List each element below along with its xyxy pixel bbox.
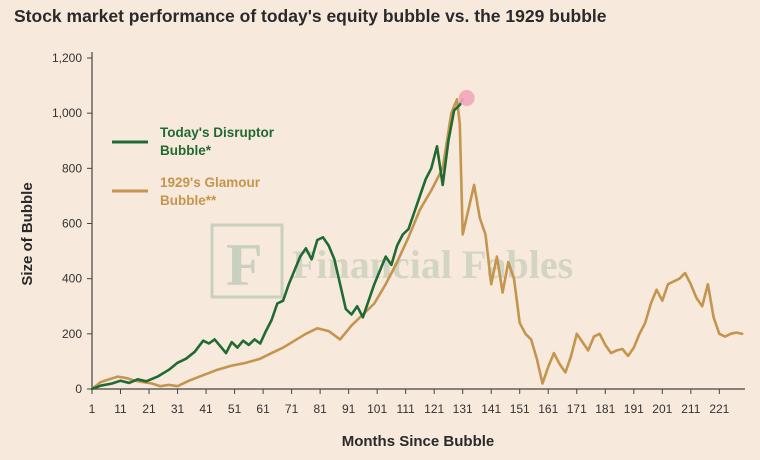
- watermark-logo: [210, 223, 284, 299]
- legend: Today's Disruptor Bubble* 1929's Glamour…: [112, 125, 275, 208]
- x-tick-label: 71: [285, 402, 299, 416]
- x-tick-label: 191: [624, 402, 644, 416]
- series-line-glamour: [90, 98, 744, 391]
- y-tick-label: 600: [62, 217, 82, 231]
- y-tick-label: 1,000: [52, 106, 82, 120]
- x-tick-label: 101: [367, 402, 387, 416]
- x-tick-label: 121: [424, 402, 444, 416]
- x-tick-label: 11: [114, 402, 127, 416]
- x-tick-label: 221: [709, 402, 729, 416]
- x-tick-label: 51: [228, 402, 242, 416]
- x-tick-label: 31: [171, 402, 185, 416]
- legend-label-disruptor-line2: Bubble*: [160, 143, 212, 158]
- x-tick-label: 161: [538, 402, 558, 416]
- series-line-disruptor: [90, 98, 465, 391]
- x-tick-label: 181: [595, 402, 615, 416]
- y-tick-label: 1,200: [52, 51, 82, 65]
- y-axis-label: Size of Bubble: [19, 182, 36, 285]
- legend-label-glamour-line1: 1929's Glamour: [160, 175, 261, 190]
- x-tick-label: 151: [510, 402, 530, 416]
- y-tick-label: 800: [62, 161, 82, 175]
- x-tick-label: 201: [652, 402, 672, 416]
- x-tick-label: 61: [256, 402, 270, 416]
- chart-title: Stock market performance of today's equi…: [14, 6, 607, 26]
- x-tick-label: 131: [453, 402, 473, 416]
- watermark-text: Financial Fables: [292, 242, 573, 287]
- y-tick-label: 400: [62, 272, 82, 286]
- x-tick-label: 171: [567, 402, 587, 416]
- y-tick-label: 200: [62, 327, 82, 341]
- y-tick-label: 0: [75, 382, 82, 396]
- y-ticks: 0 200 400 600 800 1,000 1,200: [52, 51, 92, 396]
- legend-label-glamour-line2: Bubble**: [160, 193, 217, 208]
- x-tick-label: 1: [89, 402, 96, 416]
- x-tick-label: 141: [481, 402, 501, 416]
- x-tick-label: 81: [313, 402, 327, 416]
- x-tick-label: 41: [199, 402, 213, 416]
- legend-label-disruptor-line1: Today's Disruptor: [160, 125, 275, 140]
- x-tick-label: 91: [342, 402, 356, 416]
- peak-marker: [458, 89, 475, 106]
- x-ticks: 1 11 21 31 41 51 61 71 81 91 101 111 121 131 141 151 161…: [89, 389, 730, 416]
- x-axis-label: Months Since Bubble: [342, 433, 495, 450]
- x-tick-label: 211: [681, 402, 700, 416]
- watermark-logo-letter: F: [226, 232, 263, 298]
- x-tick-label: 21: [142, 402, 156, 416]
- series-layer: [90, 98, 744, 391]
- x-tick-label: 111: [397, 402, 416, 416]
